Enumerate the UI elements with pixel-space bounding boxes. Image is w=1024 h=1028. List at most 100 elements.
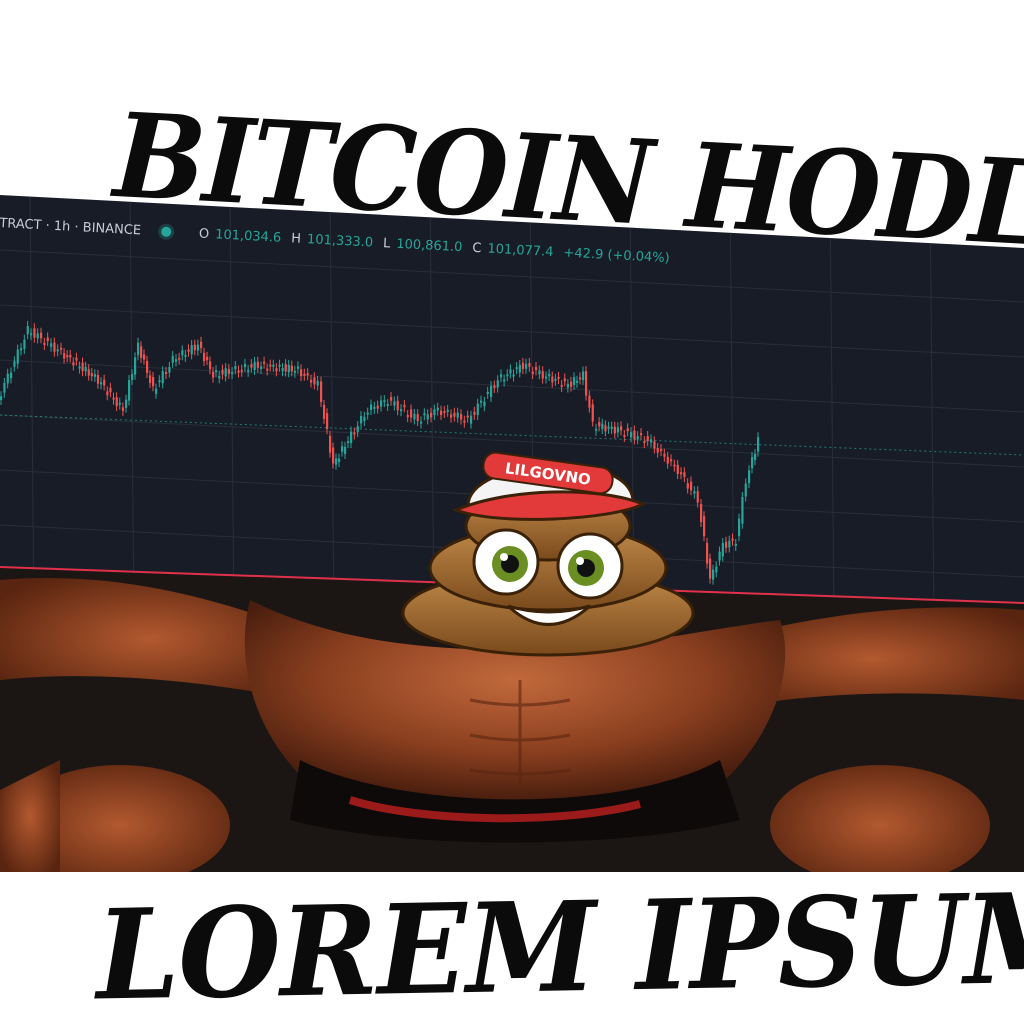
candle-body — [272, 364, 275, 367]
candle-body — [613, 426, 616, 434]
candle-body — [456, 412, 459, 418]
candle-body — [143, 354, 146, 360]
candle-body — [706, 542, 709, 564]
candle-body — [240, 369, 243, 372]
candle-body — [300, 369, 303, 377]
candle-body — [181, 350, 184, 356]
candle-body — [604, 425, 607, 432]
candle-body — [212, 371, 215, 378]
candle-body — [234, 366, 237, 370]
candle-body — [483, 401, 486, 407]
candle-body — [275, 368, 278, 372]
candle-body — [243, 363, 247, 368]
candle-body — [260, 366, 263, 369]
candle-body — [109, 387, 112, 393]
candle-body — [209, 361, 212, 370]
candle-body — [281, 368, 284, 372]
candle-body — [660, 449, 663, 452]
candle-body — [152, 377, 155, 387]
candle-body — [134, 357, 137, 375]
candle-body — [30, 333, 33, 336]
candle-body — [253, 361, 256, 371]
grid-line-horizontal — [0, 249, 1024, 303]
candle-body — [466, 415, 469, 418]
candle-body — [630, 432, 633, 438]
candle-body — [356, 426, 359, 433]
candle-body — [545, 376, 548, 379]
candle-body — [87, 369, 90, 376]
poop-mascot: LILGOVNO — [401, 451, 695, 657]
candle-body — [403, 404, 406, 408]
candle-body — [741, 497, 744, 524]
candle-body — [341, 446, 344, 452]
candle-body — [128, 380, 131, 401]
candle-body — [306, 373, 309, 376]
candle-body — [178, 357, 181, 360]
grid-line-vertical — [29, 195, 35, 604]
candle-body — [0, 396, 3, 400]
candle-body — [450, 414, 453, 418]
candle-body — [607, 426, 610, 429]
candle-body — [3, 382, 6, 393]
candle-body — [290, 365, 293, 372]
candle-body — [636, 436, 639, 440]
candle-body — [560, 385, 563, 388]
candle-body — [573, 377, 576, 385]
candle-body — [525, 363, 528, 369]
candle-body — [548, 374, 551, 377]
candle-body — [40, 332, 43, 339]
candle-body — [566, 384, 570, 388]
candle-body — [137, 342, 140, 356]
candle-body — [646, 436, 649, 442]
candle-body — [591, 404, 594, 422]
candle-body — [46, 337, 49, 342]
candle-body — [709, 558, 712, 579]
candle-body — [531, 371, 534, 374]
candle-body — [610, 426, 613, 429]
candle-body — [683, 472, 686, 478]
candle-body — [579, 377, 582, 380]
candle-body — [420, 421, 423, 424]
candle-body — [193, 344, 196, 351]
candle-body — [460, 414, 463, 420]
candle-body — [338, 458, 341, 463]
candle-body — [433, 409, 436, 416]
candle-body — [503, 379, 506, 382]
candle-body — [393, 401, 396, 406]
candle-body — [69, 354, 72, 358]
candle-body — [601, 423, 604, 430]
candle-body — [757, 437, 760, 452]
candle-body — [293, 370, 297, 373]
eyes — [472, 528, 624, 600]
candle-body — [585, 371, 588, 396]
candle-body — [423, 413, 426, 416]
candle-body — [626, 428, 629, 432]
candle-body — [313, 377, 316, 385]
candle-body — [310, 379, 313, 383]
candle-body — [490, 385, 493, 398]
candle-body — [323, 404, 326, 419]
candle-body — [93, 374, 97, 377]
bottom-caption: LOREM IPSUM — [95, 864, 1024, 1028]
candle-body — [676, 464, 679, 474]
smile — [506, 604, 591, 626]
candle-body — [168, 366, 171, 373]
candle-body — [373, 406, 376, 409]
candle-body — [171, 356, 174, 363]
candle-body — [206, 356, 209, 361]
candle-body — [670, 459, 673, 462]
candle-body — [33, 328, 36, 338]
candle-body — [463, 420, 466, 423]
candle-body — [224, 368, 227, 377]
candle-body — [535, 367, 538, 371]
candle-body — [16, 349, 19, 364]
grid-line-vertical — [429, 195, 435, 604]
candle-body — [158, 380, 161, 383]
candle-body — [231, 372, 234, 375]
candle-body — [754, 453, 757, 461]
candle-body — [473, 411, 476, 415]
candle-body — [190, 345, 193, 355]
candle-body — [363, 416, 366, 422]
candle-body — [90, 373, 93, 377]
candle-body — [266, 368, 269, 371]
